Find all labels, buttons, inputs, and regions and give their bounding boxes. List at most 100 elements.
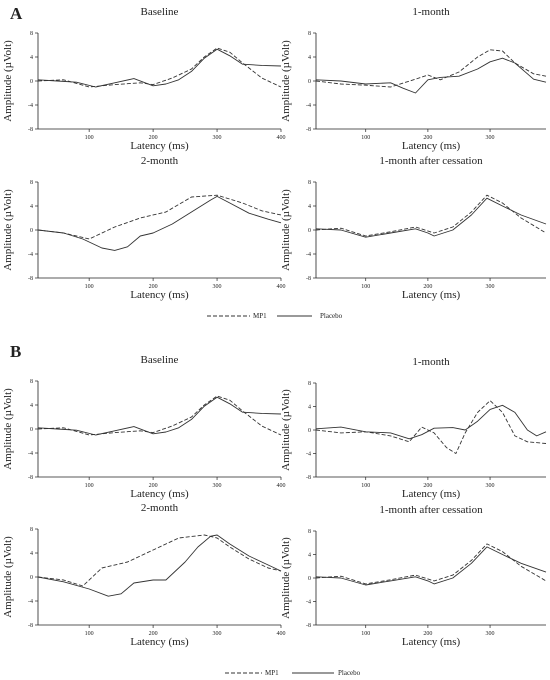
y-tick-label: 8 xyxy=(308,381,311,387)
series-line-mp1 xyxy=(37,194,282,240)
x-tick-label: 300 xyxy=(213,631,222,637)
x-axis-label: Latency (ms) xyxy=(402,636,461,648)
series-line-mp1 xyxy=(37,534,282,587)
y-tick-label: 0 xyxy=(30,228,33,234)
chart-a-2: 8 4 0 -4 -8 100 200 300 1-month Latency (ms) Ampli… xyxy=(280,6,547,152)
x-tick-label: 100 xyxy=(361,631,370,637)
y-tick-label: 4 xyxy=(30,403,33,409)
series-line-placebo xyxy=(315,57,547,94)
y-axis-label: Amplitude (µVolt) xyxy=(280,189,292,271)
y-tick-label: 0 xyxy=(30,575,33,581)
y-tick-label: -8 xyxy=(28,127,33,133)
legend-placebo-label: Placebo xyxy=(338,669,361,677)
x-tick-label: 200 xyxy=(423,483,432,489)
y-tick-label: 8 xyxy=(30,379,33,385)
chart-b-3: 8 4 0 -4 -8 100 200 300 400 2-month Latency (ms) Am… xyxy=(2,502,286,648)
y-axis-label: Amplitude (µVolt) xyxy=(2,40,14,122)
x-tick-label: 400 xyxy=(277,483,286,489)
y-tick-label: 4 xyxy=(308,55,311,61)
x-tick-label: 100 xyxy=(85,135,94,141)
series-line-placebo xyxy=(37,48,282,88)
x-axis-label: Latency (ms) xyxy=(130,636,189,648)
y-tick-label: -4 xyxy=(306,252,311,258)
series-line-mp1 xyxy=(37,395,282,436)
x-tick-label: 400 xyxy=(277,284,286,290)
x-tick-label: 300 xyxy=(213,483,222,489)
y-tick-label: 0 xyxy=(308,428,311,434)
y-tick-label: 4 xyxy=(308,204,311,210)
y-tick-label: -4 xyxy=(28,103,33,109)
x-axis-label: Latency (ms) xyxy=(402,289,461,301)
y-tick-label: 8 xyxy=(30,180,33,186)
x-tick-label: 200 xyxy=(149,483,158,489)
x-tick-label: 400 xyxy=(277,135,286,141)
x-tick-label: 200 xyxy=(423,135,432,141)
x-tick-label: 300 xyxy=(213,284,222,290)
chart-a-4: 8 4 0 -4 -8 100 200 300 1-month after cessation L… xyxy=(280,155,547,301)
y-tick-label: -8 xyxy=(28,475,33,481)
x-tick-label: 300 xyxy=(486,483,495,489)
series-line-mp1 xyxy=(315,543,547,585)
chart-b-1: 8 4 0 -4 -8 100 200 300 400 Baseline Latency (ms) A… xyxy=(2,354,286,500)
y-tick-label: 4 xyxy=(30,551,33,557)
x-tick-label: 100 xyxy=(85,483,94,489)
series-line-placebo xyxy=(37,195,282,251)
chart-title: 2-month xyxy=(141,155,179,167)
chart-title: 1-month after cessation xyxy=(379,504,483,516)
y-axis-label: Amplitude (µVolt) xyxy=(2,189,14,271)
chart-title: 1-month xyxy=(412,6,450,18)
y-tick-label: 4 xyxy=(30,204,33,210)
series-line-mp1 xyxy=(315,49,547,88)
y-tick-label: -4 xyxy=(28,252,33,258)
x-tick-label: 100 xyxy=(85,631,94,637)
y-tick-label: 8 xyxy=(308,180,311,186)
x-tick-label: 200 xyxy=(423,284,432,290)
y-tick-label: -8 xyxy=(28,276,33,282)
x-tick-label: 200 xyxy=(149,135,158,141)
y-axis-label: Amplitude (µVolt) xyxy=(280,389,292,471)
legend-a: MP1 Placebo xyxy=(207,312,343,320)
y-tick-label: -4 xyxy=(28,451,33,457)
y-tick-label: -4 xyxy=(28,599,33,605)
legend-mp1-label: MP1 xyxy=(253,312,267,320)
x-axis-label: Latency (ms) xyxy=(130,488,189,500)
y-tick-label: -8 xyxy=(306,475,311,481)
series-line-placebo xyxy=(37,534,282,597)
series-line-placebo xyxy=(315,404,547,440)
series-line-placebo xyxy=(315,197,547,238)
legend-placebo-label: Placebo xyxy=(320,312,343,320)
series-line-mp1 xyxy=(315,400,547,454)
y-tick-label: 8 xyxy=(308,31,311,37)
x-tick-label: 200 xyxy=(149,284,158,290)
series-line-mp1 xyxy=(315,194,547,237)
y-tick-label: -4 xyxy=(306,103,311,109)
y-tick-label: -8 xyxy=(28,623,33,629)
y-tick-label: -4 xyxy=(306,452,311,458)
x-tick-label: 200 xyxy=(423,631,432,637)
chart-b-2: 8 4 0 -4 -8 100 200 300 1-month Latency (ms) Ampli… xyxy=(280,356,547,500)
x-tick-label: 300 xyxy=(486,284,495,290)
y-tick-label: 0 xyxy=(30,79,33,85)
x-tick-label: 400 xyxy=(277,631,286,637)
y-tick-label: -8 xyxy=(306,127,311,133)
y-tick-label: 8 xyxy=(30,31,33,37)
x-tick-label: 300 xyxy=(213,135,222,141)
y-axis-label: Amplitude (µVolt) xyxy=(2,536,14,618)
y-tick-label: 0 xyxy=(30,427,33,433)
y-tick-label: 0 xyxy=(308,79,311,85)
y-tick-label: 4 xyxy=(30,55,33,61)
series-line-placebo xyxy=(37,396,282,436)
y-tick-label: 4 xyxy=(308,553,311,559)
x-tick-label: 100 xyxy=(85,284,94,290)
chart-a-1: 8 4 0 -4 -8 100 200 300 400 Baseline Latency (ms) A… xyxy=(2,6,286,152)
legend-mp1-label: MP1 xyxy=(265,669,279,677)
figure-label-b: B xyxy=(10,342,21,361)
y-axis-label: Amplitude (µVolt) xyxy=(280,537,292,619)
chart-title: 2-month xyxy=(141,502,179,514)
chart-b-4: 8 4 0 -4 -8 100 200 300 1-month after cessation L… xyxy=(280,504,547,648)
x-tick-label: 200 xyxy=(149,631,158,637)
chart-a-3: 8 4 0 -4 -8 100 200 300 400 2-month Latency (ms) Am… xyxy=(2,155,286,301)
chart-title: 1-month xyxy=(412,356,450,368)
y-axis-label: Amplitude (µVolt) xyxy=(2,388,14,470)
